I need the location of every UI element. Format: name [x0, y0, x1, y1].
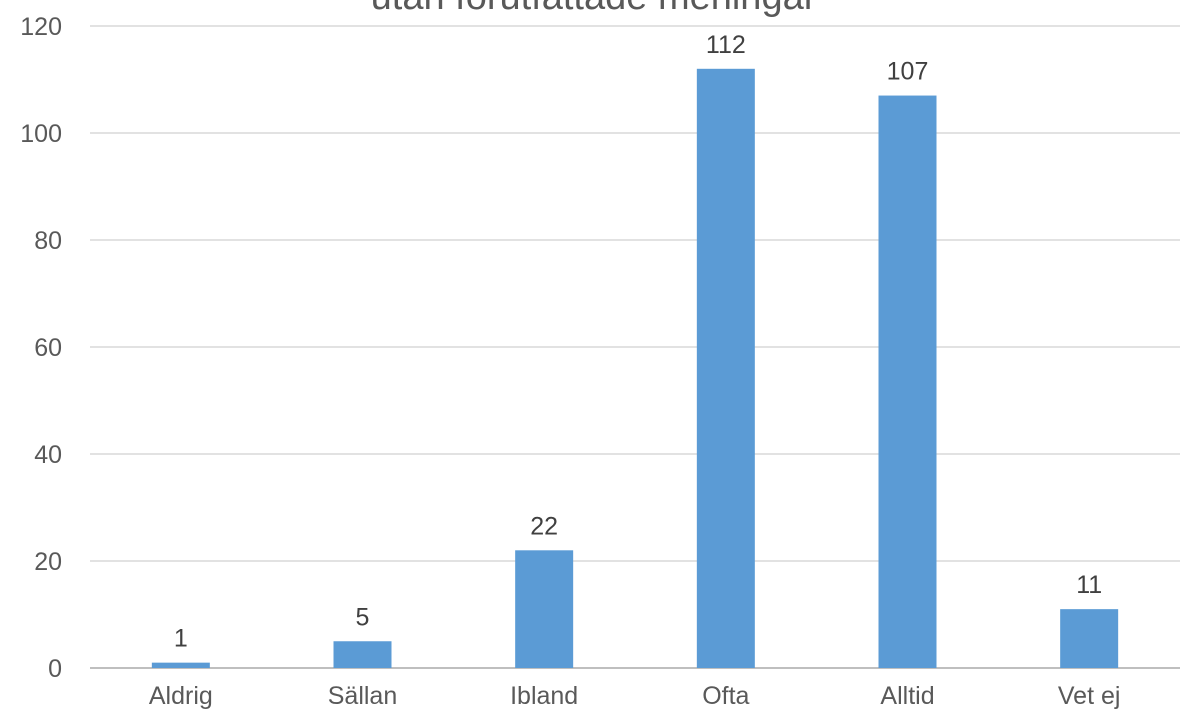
bar-vet-ej	[1060, 609, 1119, 668]
x-tick-label-ibland: Ibland	[510, 682, 578, 710]
data-label-vet-ej: 11	[1076, 571, 1102, 599]
x-tick-label-ofta: Ofta	[702, 682, 749, 710]
y-tick-label-20: 20	[34, 548, 62, 576]
x-tick-label-aldrig: Aldrig	[149, 682, 213, 710]
data-label-sällan: 5	[356, 603, 370, 631]
data-label-ibland: 22	[530, 512, 558, 540]
x-tick-label-alltid: Alltid	[880, 682, 934, 710]
y-tick-label-120: 120	[20, 13, 62, 41]
bar-alltid	[878, 95, 937, 669]
y-tick-label-100: 100	[20, 120, 62, 148]
bar-aldrig	[151, 662, 210, 668]
data-label-alltid: 107	[887, 58, 929, 86]
chart-title: utan förutfattade meningar	[0, 0, 1187, 16]
y-tick-label-40: 40	[34, 441, 62, 469]
data-label-aldrig: 1	[174, 625, 188, 653]
x-tick-label-sällan: Sällan	[328, 682, 398, 710]
y-tick-label-0: 0	[48, 655, 62, 683]
bar-sällan	[333, 641, 392, 668]
bar-ofta	[696, 68, 755, 669]
y-tick-label-60: 60	[34, 334, 62, 362]
y-tick-label-80: 80	[34, 227, 62, 255]
data-label-ofta: 112	[706, 31, 746, 59]
bar-ibland	[515, 550, 574, 668]
x-tick-label-vet-ej: Vet ej	[1058, 682, 1121, 710]
